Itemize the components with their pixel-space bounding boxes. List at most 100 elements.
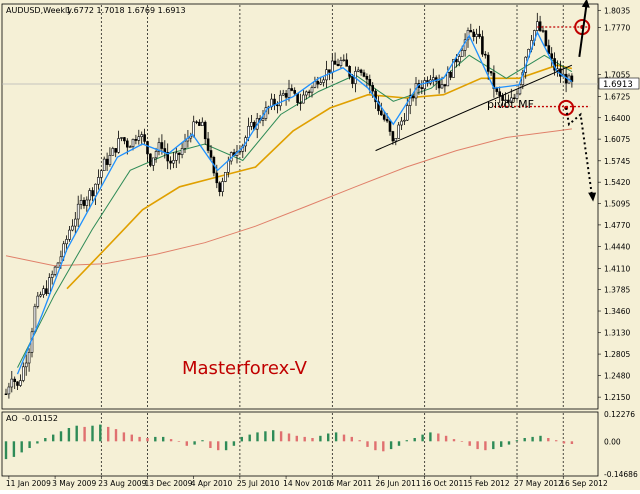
candle-body-77	[227, 160, 230, 173]
candle-body-1	[7, 386, 11, 395]
ao-bar-10	[83, 426, 86, 442]
arrow-up-line	[578, 2, 588, 58]
candle-body-12	[39, 294, 42, 297]
candle-body-69	[203, 121, 207, 140]
candle-body-89	[261, 118, 265, 121]
candle-body-24	[74, 218, 77, 227]
candle-body-104	[304, 91, 308, 96]
candle-body-127	[371, 85, 375, 92]
ao-axis-tick-labels: 0.12276 0.00 -0.14686	[604, 410, 638, 479]
ao-bar-66	[523, 438, 526, 442]
x-tick-label-6: 14 Nov 2010	[283, 479, 331, 488]
candle-body-26	[79, 200, 83, 205]
ao-bar-29	[232, 441, 236, 446]
ao-bar-39	[311, 438, 314, 442]
candle-body-40	[120, 137, 123, 139]
candle-body-35	[105, 158, 109, 165]
candle-body-97	[284, 93, 288, 98]
ao-bar-38	[303, 436, 306, 442]
y-tick-label-13: 1.3460	[604, 307, 630, 316]
candle-body-47	[140, 134, 143, 138]
candle-body-123	[359, 69, 363, 73]
candle-body-31	[94, 183, 97, 197]
candle-body-141	[411, 95, 415, 99]
y-tick-label-2: 1.7055	[604, 71, 630, 80]
candle-body-163	[475, 33, 478, 38]
candle-body-56	[166, 152, 169, 162]
candle-body-48	[143, 134, 146, 142]
ao-bar-14	[114, 429, 118, 442]
ao-indicator-label: AO	[6, 414, 18, 423]
candle-body-109	[319, 82, 323, 85]
ao-bar-51	[405, 440, 408, 442]
y-tick-label-8: 1.5095	[604, 200, 630, 209]
candle-body-177	[515, 93, 519, 99]
candle-body-103	[302, 94, 305, 104]
candle-body-41	[123, 137, 126, 142]
candle-body-3	[13, 378, 16, 383]
candle-body-32	[97, 177, 100, 185]
candle-body-96	[281, 93, 285, 96]
candle-body-58	[172, 160, 175, 164]
ao-bar-12	[99, 424, 102, 442]
candle-body-114	[333, 60, 337, 65]
y-tick-label-15: 1.2805	[604, 350, 630, 359]
y-tick-label-5: 1.6075	[604, 135, 630, 144]
current-price-label: 1.6913	[603, 80, 633, 90]
candle-body-129	[377, 101, 380, 112]
candle-body-188	[547, 45, 551, 54]
candle-body-158	[460, 49, 464, 57]
candle-body-62	[183, 140, 187, 149]
ao-bar-72	[570, 441, 574, 444]
candle-body-11	[36, 295, 40, 307]
ao-bar-62	[492, 441, 495, 450]
candle-body-110	[322, 79, 325, 83]
ao-bar-17	[138, 436, 141, 442]
ao-bar-1	[12, 441, 16, 457]
ao-bar-42	[334, 432, 338, 442]
candle-body-120	[351, 76, 354, 84]
candle-body-133	[388, 120, 392, 132]
x-tick-label-8: 26 Jun 2011	[376, 479, 421, 488]
ao-bar-3	[28, 441, 31, 448]
candle-body-125	[365, 76, 369, 80]
candle-body-186	[541, 30, 545, 32]
ao-bar-64	[507, 441, 511, 445]
candle-body-102	[299, 102, 302, 104]
candle-body-189	[550, 53, 554, 59]
chart-ohlc-header: 1.6772 1.7018 1.6769 1.6913	[66, 6, 186, 15]
y-tick-label-0: 1.8035	[604, 6, 630, 15]
candle-body-116	[339, 59, 343, 66]
candle-body-132	[385, 119, 389, 122]
candle-body-113	[330, 60, 334, 73]
candle-body-44	[131, 139, 135, 148]
candle-body-74	[218, 182, 221, 193]
ao-bar-67	[531, 436, 534, 442]
candle-body-68	[201, 121, 204, 126]
candle-body-98	[287, 88, 291, 98]
y-tick-label-7: 1.5420	[604, 178, 630, 187]
x-tick-label-0: 11 Jan 2009	[6, 479, 51, 488]
candle-body-117	[342, 59, 346, 62]
candle-body-2	[10, 378, 14, 388]
candle-body-165	[481, 36, 484, 55]
x-tick-label-5: 25 Jul 2010	[237, 479, 280, 488]
ao-bar-21	[169, 439, 173, 442]
candle-body-136	[397, 124, 401, 139]
candle-body-60	[177, 152, 181, 155]
candle-body-162	[472, 31, 476, 37]
candle-body-18	[56, 262, 60, 268]
candle-body-119	[348, 66, 351, 77]
trendline	[375, 64, 573, 152]
ao-bar-56	[444, 435, 448, 442]
ao-bar-27	[217, 441, 220, 451]
ao-bar-71	[562, 441, 566, 444]
candles-group	[4, 12, 574, 399]
y-tick-label-11: 1.4110	[604, 264, 630, 273]
candle-body-57	[169, 160, 172, 164]
ao-bar-13	[107, 426, 110, 442]
ao-bar-36	[287, 433, 291, 442]
y-tick-label-3: 1.6725	[604, 92, 630, 101]
